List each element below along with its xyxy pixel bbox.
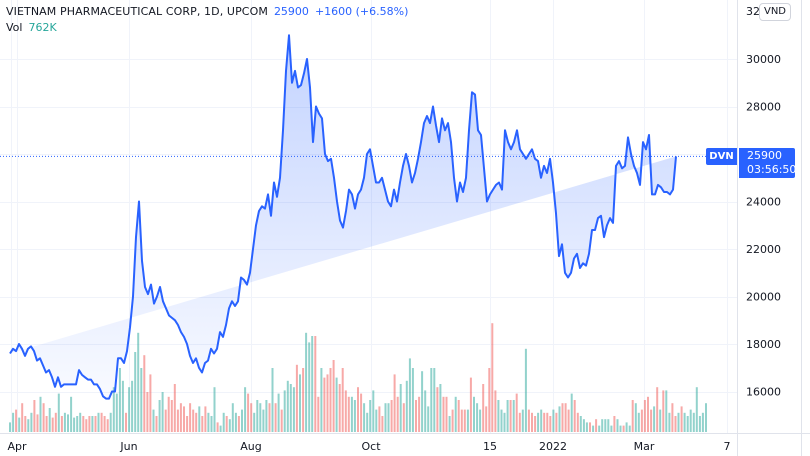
y-tick-label: 20000 (746, 291, 781, 304)
price-axis[interactable]: 1600018000200002200024000260002800030000… (746, 5, 781, 399)
x-tick-label: Jun (119, 440, 137, 453)
time-axis[interactable]: Apr Jun Aug Oct 15 2022 Mar 7 (7, 440, 730, 453)
chart-legend: VIETNAM PHARMACEUTICAL CORP, 1D, UPCOM 25… (6, 4, 408, 36)
y-tick-label: 16000 (746, 386, 781, 399)
legend-title-row: VIETNAM PHARMACEUTICAL CORP, 1D, UPCOM 25… (6, 4, 408, 20)
symbol-marker: DVN (706, 148, 737, 165)
marker-countdown: 03:56:50 (747, 163, 797, 176)
marker-price: 25900 (747, 149, 782, 162)
legend-volume-row: Vol 762K (6, 20, 408, 36)
y-tick-label: 30000 (746, 53, 781, 66)
x-tick-label: 15 (483, 440, 497, 453)
x-tick-label: Mar (634, 440, 655, 453)
x-tick-label: Oct (361, 440, 381, 453)
price-line (9, 34, 677, 400)
y-tick-label: 24000 (746, 196, 781, 209)
y-tick-label: 18000 (746, 338, 781, 351)
last-price: 25900 (273, 5, 309, 18)
currency-badge[interactable]: VND (759, 3, 791, 21)
x-tick-label: Apr (7, 440, 27, 453)
last-price-marker: 25900 03:56:50 (739, 148, 797, 178)
y-tick-label: 28000 (746, 101, 781, 114)
price-area (10, 35, 676, 399)
x-tick-label: 2022 (539, 440, 567, 453)
y-tick-label: 22000 (746, 243, 781, 256)
x-tick-label: Aug (240, 440, 261, 453)
volume-value: 762K (28, 21, 57, 34)
volume-bars (9, 323, 707, 432)
volume-label[interactable]: Vol (6, 21, 23, 34)
symbol-title[interactable]: VIETNAM PHARMACEUTICAL CORP, 1D, UPCOM (6, 5, 268, 18)
price-change: +1600 (+6.58%) (314, 5, 409, 18)
x-tick-label: 7 (724, 440, 731, 453)
y-tick-label: 32 (746, 5, 760, 18)
